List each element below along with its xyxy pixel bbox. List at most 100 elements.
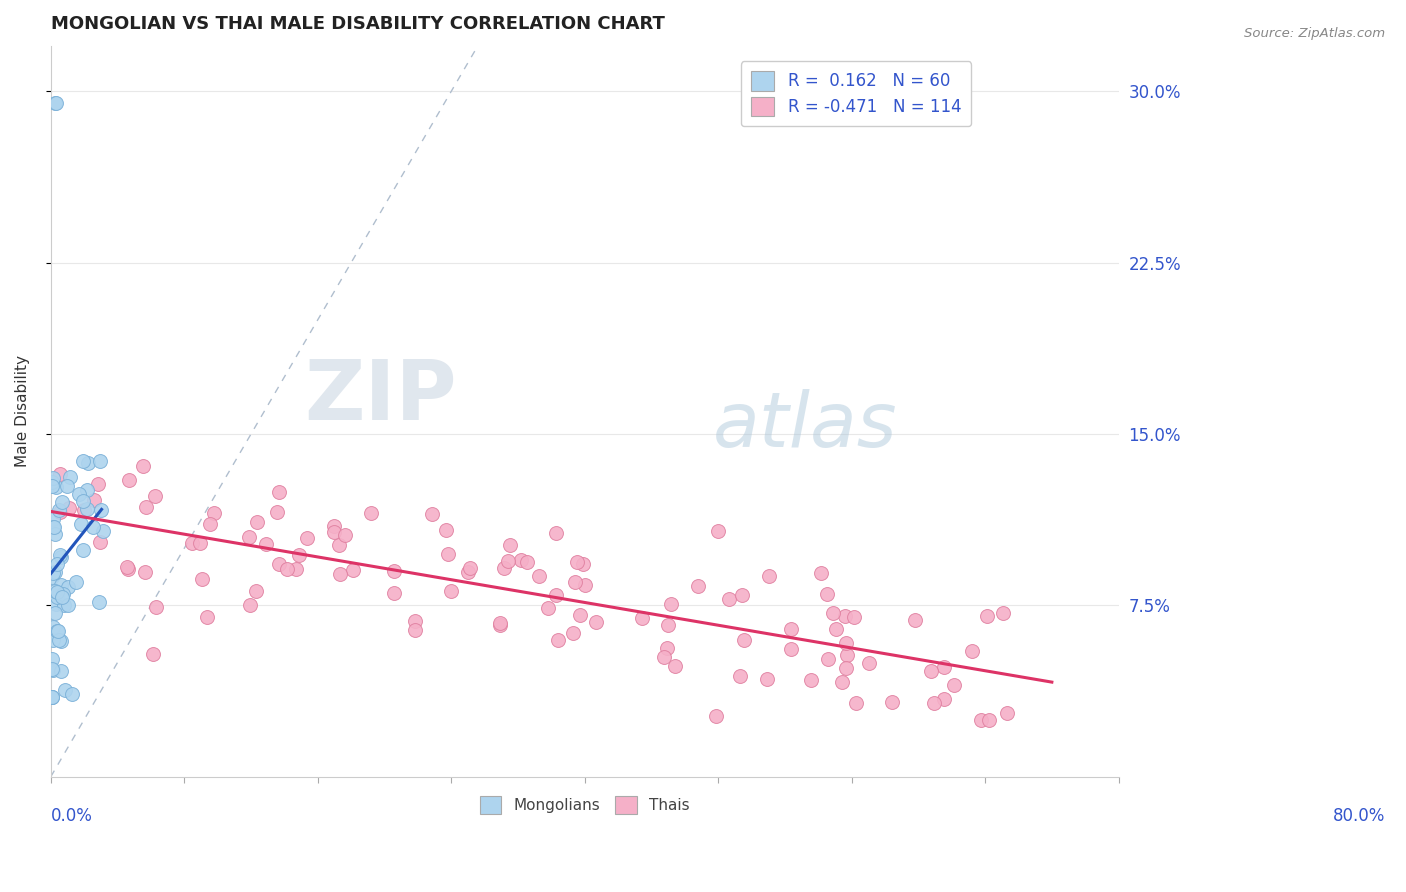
Point xyxy=(60,687,83,701)
Point xyxy=(65,575,87,590)
Y-axis label: Male Disability: Male Disability xyxy=(15,355,30,467)
Point xyxy=(718,592,741,607)
Point xyxy=(87,595,110,609)
Point xyxy=(44,526,66,541)
Point xyxy=(831,675,853,690)
Point xyxy=(488,615,510,630)
Point xyxy=(72,494,94,508)
Point xyxy=(72,454,94,468)
Point xyxy=(45,624,67,638)
Point xyxy=(41,570,63,584)
Point xyxy=(49,578,72,592)
Point xyxy=(565,555,588,569)
Point xyxy=(134,565,156,579)
Point xyxy=(135,500,157,515)
Point xyxy=(422,507,444,521)
Point xyxy=(89,535,111,549)
Point xyxy=(143,489,166,503)
Point xyxy=(342,563,364,577)
Point xyxy=(516,555,538,569)
Point xyxy=(49,549,72,564)
Point xyxy=(544,525,567,540)
Point xyxy=(360,506,382,520)
Point xyxy=(202,506,225,520)
Point xyxy=(492,560,515,574)
Point xyxy=(267,557,290,571)
Point xyxy=(49,664,72,678)
Point xyxy=(288,548,311,562)
Point xyxy=(76,501,98,516)
Point xyxy=(991,606,1014,620)
Point xyxy=(89,453,111,467)
Point xyxy=(686,579,709,593)
Point xyxy=(87,476,110,491)
Point xyxy=(44,583,66,598)
Point xyxy=(42,520,65,534)
Point xyxy=(46,624,69,638)
Point xyxy=(657,618,679,632)
Point xyxy=(276,562,298,576)
Point xyxy=(510,553,533,567)
Text: MONGOLIAN VS THAI MALE DISABILITY CORRELATION CHART: MONGOLIAN VS THAI MALE DISABILITY CORREL… xyxy=(51,15,665,33)
Point xyxy=(45,585,67,599)
Point xyxy=(562,626,585,640)
Point xyxy=(707,524,730,538)
Point xyxy=(960,644,983,658)
Point xyxy=(44,565,66,579)
Point xyxy=(41,633,63,648)
Point xyxy=(328,538,350,552)
Point xyxy=(382,585,405,599)
Point xyxy=(67,487,90,501)
Point xyxy=(585,615,607,629)
Point xyxy=(41,475,63,489)
Point xyxy=(246,515,269,529)
Point xyxy=(834,609,856,624)
Point xyxy=(821,606,844,620)
Point xyxy=(323,524,346,539)
Point xyxy=(758,569,780,583)
Point xyxy=(440,584,463,599)
Point xyxy=(41,690,63,704)
Point xyxy=(333,528,356,542)
Point xyxy=(42,663,65,677)
Point xyxy=(661,597,683,611)
Text: ZIP: ZIP xyxy=(304,356,457,437)
Point xyxy=(995,706,1018,720)
Point xyxy=(404,624,426,638)
Point xyxy=(733,633,755,648)
Point xyxy=(652,650,675,665)
Point xyxy=(824,622,846,636)
Point xyxy=(404,614,426,628)
Point xyxy=(58,599,80,613)
Point xyxy=(42,471,65,485)
Point xyxy=(547,633,569,648)
Point xyxy=(41,479,63,493)
Point xyxy=(145,599,167,614)
Point xyxy=(970,713,993,727)
Point xyxy=(77,456,100,470)
Text: Source: ZipAtlas.com: Source: ZipAtlas.com xyxy=(1244,27,1385,40)
Point xyxy=(49,505,72,519)
Point xyxy=(529,569,551,583)
Point xyxy=(382,564,405,578)
Point xyxy=(69,516,91,531)
Point xyxy=(322,518,344,533)
Point xyxy=(284,561,307,575)
Point xyxy=(59,469,82,483)
Point xyxy=(245,584,267,599)
Point xyxy=(83,493,105,508)
Point xyxy=(810,566,832,581)
Point xyxy=(942,678,965,692)
Point xyxy=(295,531,318,545)
Point xyxy=(731,588,754,602)
Point xyxy=(630,610,652,624)
Point xyxy=(42,620,65,634)
Point xyxy=(267,485,290,500)
Point xyxy=(58,501,80,516)
Point xyxy=(800,673,823,687)
Point xyxy=(834,661,856,675)
Point xyxy=(499,538,522,552)
Point xyxy=(835,636,858,650)
Point xyxy=(817,652,839,666)
Text: 80.0%: 80.0% xyxy=(1333,807,1385,825)
